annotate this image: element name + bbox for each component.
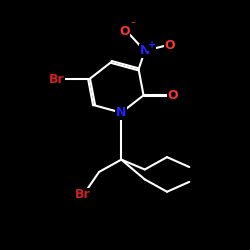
- Text: O: O: [165, 40, 175, 52]
- Text: Br: Br: [75, 188, 91, 201]
- Text: N: N: [116, 106, 126, 119]
- Text: O: O: [119, 25, 130, 38]
- Text: N: N: [140, 44, 150, 57]
- Text: O: O: [167, 89, 178, 102]
- Text: Br: Br: [49, 73, 64, 86]
- Text: +: +: [148, 40, 156, 50]
- Text: ⁻: ⁻: [130, 20, 136, 30]
